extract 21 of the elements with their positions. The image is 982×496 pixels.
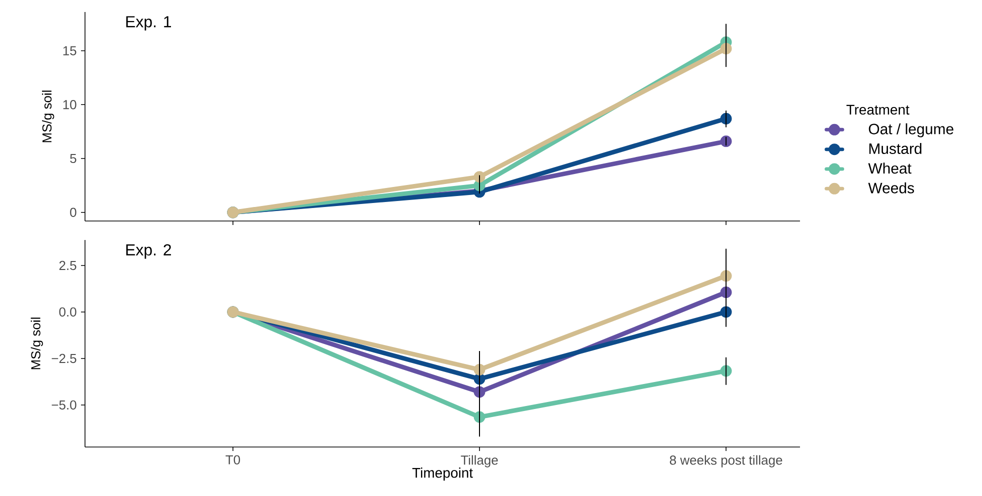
- x-tick-label: 8 weeks post tillage: [670, 455, 782, 468]
- y-axis-title: MS/g soil: [42, 90, 54, 142]
- chart-title: Exp. 1: [126, 16, 171, 31]
- chart-title: Exp. 2: [126, 244, 171, 259]
- legend-label: Mustard: [869, 142, 922, 154]
- legend-label: Wheat: [868, 162, 912, 174]
- x-tick-label: T0: [226, 455, 240, 464]
- x-tick-label: Tillage: [460, 455, 498, 468]
- y-tick-label: 0.0: [59, 307, 76, 317]
- y-tick-label: −2.5: [52, 354, 76, 364]
- y-tick-label: −5.0: [52, 400, 76, 410]
- y-tick-label: 10: [63, 100, 76, 110]
- y-tick-label: 0: [70, 208, 76, 217]
- y-tick-label: 5: [70, 154, 76, 164]
- y-tick-label: 2.5: [59, 260, 76, 270]
- legend-title: Treatment: [846, 104, 910, 115]
- legend-label: Oat / legume: [868, 123, 954, 138]
- x-axis-title: Timepoint: [412, 468, 473, 481]
- y-axis-title: MS/g soil: [30, 318, 43, 370]
- legend-label: Weeds: [868, 182, 914, 194]
- y-tick-label: 15: [63, 46, 76, 56]
